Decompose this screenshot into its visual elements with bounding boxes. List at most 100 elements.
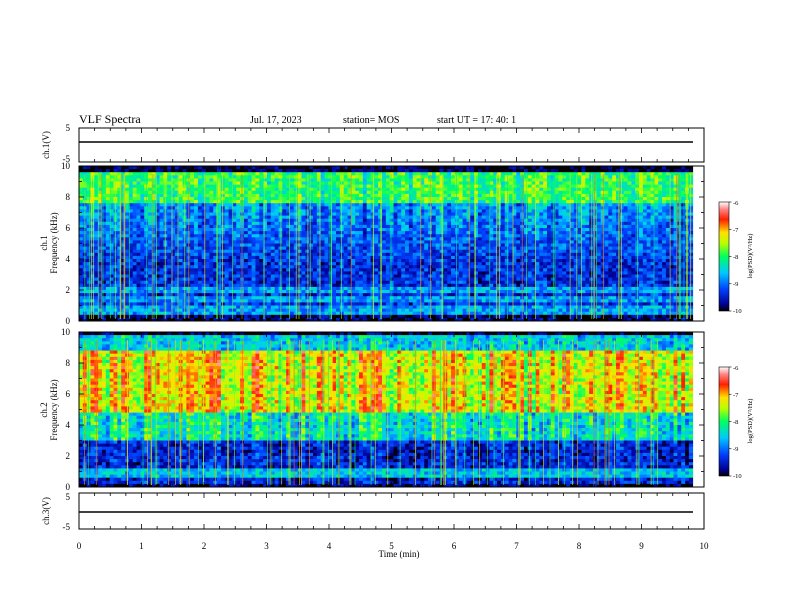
spectrogram-cell	[232, 234, 236, 237]
spectrogram-cell	[424, 175, 428, 178]
spectrogram-cell	[221, 203, 225, 206]
spectrogram-cell	[179, 185, 183, 188]
spectrogram-cell	[305, 172, 309, 175]
spectrogram-cell	[194, 287, 198, 290]
spectrogram-cell	[102, 290, 106, 293]
spectrogram-cell	[232, 240, 236, 243]
spectrogram-cell	[344, 262, 348, 265]
spectrogram-cell	[309, 216, 313, 219]
spectrogram-cell	[252, 216, 256, 219]
spectrogram-cell	[332, 253, 336, 256]
spectrogram-cell	[325, 265, 329, 268]
spectrogram-cell	[275, 247, 279, 250]
spectrogram-cell	[305, 315, 309, 318]
spectrogram-cell	[236, 213, 240, 216]
spectrogram-cell	[374, 275, 378, 278]
spectrogram-cell	[79, 203, 83, 206]
spectrogram-cell	[125, 222, 129, 225]
spectrogram-cell	[382, 284, 386, 287]
spectrogram-cell	[367, 309, 371, 312]
spectrogram-cell	[102, 253, 106, 256]
spectrogram-cell	[371, 237, 375, 240]
spectrogram-cell	[179, 206, 183, 209]
spectrogram-cell	[359, 284, 363, 287]
spectrogram-cell	[121, 169, 125, 172]
spectrogram-cell	[405, 237, 409, 240]
spectrogram-cell	[244, 237, 248, 240]
spectrogram-cell	[371, 185, 375, 188]
spectrogram-cell	[221, 281, 225, 284]
spectrogram-cell	[102, 259, 106, 262]
spectrogram-cell	[194, 188, 198, 191]
spectrogram-cell	[244, 259, 248, 262]
spectrogram-cell	[140, 185, 144, 188]
spectrogram-cell	[417, 290, 421, 293]
spectrogram-cell	[252, 225, 256, 228]
spectrogram-cell	[144, 169, 148, 172]
spectrogram-cell	[417, 268, 421, 271]
spectrogram-cell	[413, 253, 417, 256]
spectrogram-cell	[137, 188, 141, 191]
spectrogram-cell	[432, 228, 436, 231]
spectrogram-cell	[179, 240, 183, 243]
spectrogram-cell	[102, 213, 106, 216]
spectrogram-cell	[290, 262, 294, 265]
spectrogram-cell	[336, 194, 340, 197]
spectrogram-cell	[232, 191, 236, 194]
spectrogram-cell	[144, 213, 148, 216]
spectrogram-cell	[236, 306, 240, 309]
spectrogram-cell	[325, 259, 329, 262]
spectrogram-cell	[137, 247, 141, 250]
spectrogram-cell	[160, 259, 164, 262]
spectrogram-cell	[225, 293, 229, 296]
spectrogram-cell	[317, 231, 321, 234]
spectrogram-cell	[232, 290, 236, 293]
spectrogram-cell	[106, 172, 110, 175]
spectrogram-cell	[232, 209, 236, 212]
spectrogram-cell	[409, 237, 413, 240]
spectrogram-cell	[309, 296, 313, 299]
spectrogram-cell	[79, 197, 83, 200]
spectrogram-cell	[190, 271, 194, 274]
spectrogram-cell	[175, 234, 179, 237]
spectrogram-cell	[397, 306, 401, 309]
spectrogram-cell	[133, 209, 137, 212]
spectrogram-cell	[183, 166, 187, 169]
spectrogram-cell	[301, 216, 305, 219]
spectrogram-cell	[321, 216, 325, 219]
spectrogram-cell	[298, 194, 302, 197]
spectrogram-cell	[371, 188, 375, 191]
spectrogram-cell	[321, 278, 325, 281]
spectrogram-cell	[447, 259, 451, 262]
spectrogram-cell	[194, 191, 198, 194]
spectrogram-cell	[355, 306, 359, 309]
spectrogram-cell	[344, 169, 348, 172]
spectrogram-cell	[244, 306, 248, 309]
spectrogram-cell	[190, 206, 194, 209]
spectrogram-cell	[325, 206, 329, 209]
spectrogram-cell	[252, 299, 256, 302]
spectrogram-cell	[305, 178, 309, 181]
spectrogram-cell	[309, 213, 313, 216]
spectrogram-cell	[367, 225, 371, 228]
spectrogram-cell	[436, 182, 440, 185]
spectrogram-cell	[409, 213, 413, 216]
spectrogram-cell	[378, 169, 382, 172]
spectrogram-cell	[79, 312, 83, 315]
spectrogram-cell	[179, 315, 183, 318]
spectrogram-cell	[397, 188, 401, 191]
spectrogram-cell	[374, 253, 378, 256]
spectrogram-cell	[275, 281, 279, 284]
spectrogram-cell	[106, 219, 110, 222]
spectrogram-cell	[367, 265, 371, 268]
spectrogram-cell	[267, 262, 271, 265]
spectrogram-cell	[382, 209, 386, 212]
spectrogram-cell	[401, 259, 405, 262]
spectrogram-cell	[386, 209, 390, 212]
spectrogram-cell	[409, 256, 413, 259]
spectrogram-cell	[344, 219, 348, 222]
spectrogram-cell	[209, 194, 213, 197]
spectrogram-cell	[371, 265, 375, 268]
spectrogram-cell	[413, 175, 417, 178]
spectrogram-cell	[194, 200, 198, 203]
